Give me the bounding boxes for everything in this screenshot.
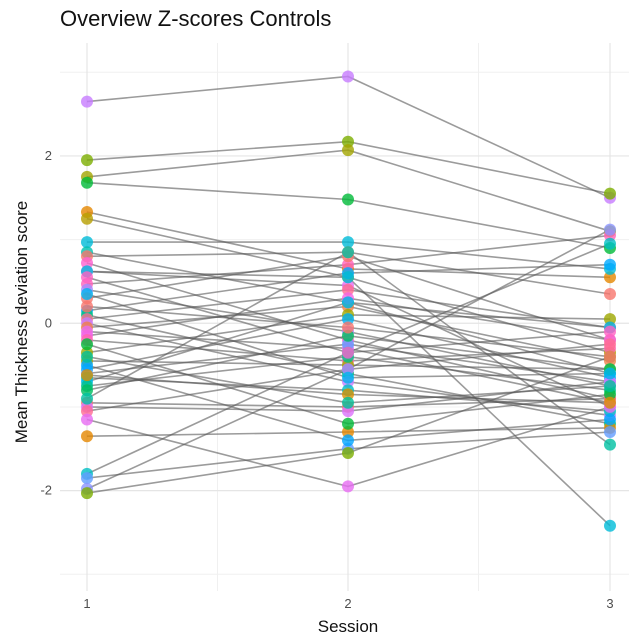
data-point-25-2 xyxy=(342,313,354,326)
y-tick-label: 2 xyxy=(45,148,52,163)
tick-labels: -2 0 2 1 2 3 xyxy=(40,148,613,611)
data-point-47-3 xyxy=(604,325,616,338)
data-point-39-1 xyxy=(81,487,93,500)
chart-title: Overview Z-scores Controls xyxy=(60,6,332,31)
data-point-1-1 xyxy=(81,95,93,108)
x-tick-label: 3 xyxy=(606,596,613,611)
data-point-4-1 xyxy=(81,176,93,189)
data-point-30-2 xyxy=(342,329,354,342)
data-point-2-1 xyxy=(81,154,93,167)
data-point-37-1 xyxy=(81,472,93,485)
data-point-45-2 xyxy=(342,388,354,401)
data-point-9-3 xyxy=(604,288,616,300)
data-point-10-1 xyxy=(81,257,93,269)
data-point-32-2 xyxy=(342,405,354,418)
data-point-42-2 xyxy=(342,434,354,447)
data-point-2-2 xyxy=(342,135,354,148)
data-point-41-3 xyxy=(604,438,616,451)
data-point-48-2 xyxy=(342,371,354,384)
data-point-33-1 xyxy=(81,405,93,418)
data-point-23-3 xyxy=(604,313,616,326)
data-point-26-2 xyxy=(342,338,354,351)
data-point-40-3 xyxy=(604,519,616,532)
data-point-40-2 xyxy=(342,271,354,284)
data-point-5-3 xyxy=(604,271,616,284)
data-point-1-2 xyxy=(342,70,354,83)
y-tick-label: -2 xyxy=(40,483,52,498)
data-point-38-3 xyxy=(604,223,616,236)
data-point-48-1 xyxy=(81,288,93,300)
data-point-46-2 xyxy=(342,396,354,409)
data-point-41-1 xyxy=(81,392,93,405)
data-point-41-2 xyxy=(342,246,354,259)
data-point-45-1 xyxy=(81,369,93,382)
data-point-30-1 xyxy=(81,384,93,397)
data-point-38-2 xyxy=(342,363,354,376)
data-point-39-2 xyxy=(342,447,354,459)
data-point-4-2 xyxy=(342,193,354,206)
data-point-3-2 xyxy=(342,144,354,157)
series-points xyxy=(81,70,616,532)
data-point-7-1 xyxy=(81,236,93,249)
data-point-45-3 xyxy=(604,396,616,409)
data-point-34-1 xyxy=(81,413,93,426)
data-point-43-1 xyxy=(81,338,93,351)
data-point-46-1 xyxy=(81,350,93,363)
data-point-34-2 xyxy=(342,480,354,493)
data-point-37-3 xyxy=(604,426,616,438)
data-point-35-1 xyxy=(81,430,93,443)
data-point-35-2 xyxy=(342,426,354,438)
data-point-43-3 xyxy=(604,388,616,401)
data-point-15-3 xyxy=(604,258,616,271)
data-point-44-3 xyxy=(604,350,616,363)
data-point-43-2 xyxy=(342,417,354,430)
data-point-36-3 xyxy=(604,237,616,250)
data-point-6-1 xyxy=(81,212,93,225)
data-point-2-3 xyxy=(604,187,616,200)
data-point-47-1 xyxy=(81,271,93,284)
data-point-47-2 xyxy=(342,346,354,359)
data-point-7-2 xyxy=(342,236,354,249)
data-point-17-2 xyxy=(342,283,354,296)
data-point-12-2 xyxy=(342,258,354,271)
data-point-46-3 xyxy=(604,380,616,392)
x-tick-label: 2 xyxy=(344,596,351,611)
data-point-44-1 xyxy=(81,300,93,313)
data-point-44-2 xyxy=(342,321,354,334)
data-point-33-3 xyxy=(604,338,616,351)
x-axis-title: Session xyxy=(318,617,378,636)
data-point-28-2 xyxy=(342,296,354,309)
data-point-42-1 xyxy=(81,359,93,372)
y-tick-label: 0 xyxy=(45,315,52,330)
data-point-48-3 xyxy=(604,367,616,380)
data-point-42-3 xyxy=(604,413,616,426)
y-axis-title: Mean Thickness deviation score xyxy=(12,201,31,444)
x-tick-label: 1 xyxy=(83,596,90,611)
